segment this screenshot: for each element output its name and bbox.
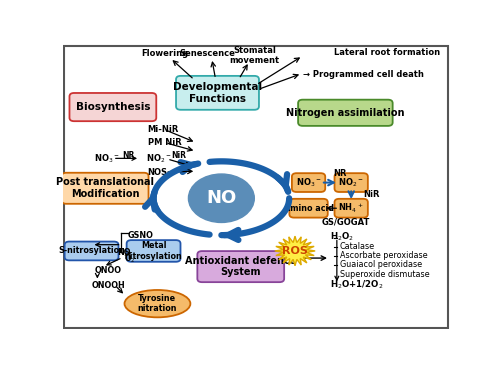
Text: ROS: ROS — [282, 246, 308, 256]
FancyBboxPatch shape — [298, 100, 392, 126]
Text: Flowering: Flowering — [142, 49, 189, 58]
Text: NO$_2$$^-$: NO$_2$$^-$ — [146, 152, 172, 165]
Text: Amino acid: Amino acid — [284, 204, 334, 213]
Text: → Programmed cell death: → Programmed cell death — [303, 70, 424, 79]
Text: GSNO: GSNO — [128, 231, 154, 240]
Text: NO$_2$$^-$: NO$_2$$^-$ — [338, 176, 364, 189]
Text: H$_2$O+1/2O$_2$: H$_2$O+1/2O$_2$ — [330, 279, 384, 292]
FancyBboxPatch shape — [334, 173, 368, 192]
Text: Nitrogen assimilation: Nitrogen assimilation — [286, 108, 405, 118]
Text: Ascorbate peroxidase: Ascorbate peroxidase — [340, 251, 427, 260]
Text: Superoxide dismutase: Superoxide dismutase — [340, 269, 429, 279]
Text: Guaiacol peroxidase: Guaiacol peroxidase — [340, 260, 421, 269]
Text: Catalase: Catalase — [340, 242, 374, 251]
Text: NO$_3$$^-$: NO$_3$$^-$ — [296, 176, 322, 189]
Text: PM NiR: PM NiR — [148, 138, 182, 147]
Text: Lateral root formation: Lateral root formation — [334, 48, 440, 57]
FancyBboxPatch shape — [64, 242, 118, 260]
Text: ONOO: ONOO — [94, 266, 122, 275]
Text: Developmental
Functions: Developmental Functions — [173, 82, 262, 104]
Text: H$_2$O$_2$: H$_2$O$_2$ — [330, 231, 354, 243]
Text: O$_2$$^{.-}$: O$_2$$^{.-}$ — [124, 252, 144, 265]
FancyBboxPatch shape — [62, 173, 148, 204]
Text: NR: NR — [334, 169, 347, 178]
Text: Post translational
Modification: Post translational Modification — [56, 178, 154, 199]
FancyBboxPatch shape — [334, 199, 368, 218]
Text: Senescence: Senescence — [180, 49, 236, 58]
Text: NH$_4$$^+$: NH$_4$$^+$ — [338, 202, 364, 215]
Text: ONOOH: ONOOH — [92, 280, 126, 290]
Text: Tyrosine
nitration: Tyrosine nitration — [138, 294, 177, 313]
Text: S-nitrosylation: S-nitrosylation — [58, 246, 125, 255]
Text: NiR: NiR — [171, 151, 186, 160]
Text: Biosynthesis: Biosynthesis — [76, 102, 150, 112]
Text: Antioxidant defence
System: Antioxidant defence System — [185, 256, 296, 278]
FancyBboxPatch shape — [176, 76, 259, 110]
Text: GS/GOGAT: GS/GOGAT — [322, 217, 370, 226]
Text: NO$_3$$^-$: NO$_3$$^-$ — [94, 152, 120, 165]
Text: NiR: NiR — [363, 190, 380, 199]
Ellipse shape — [124, 290, 190, 317]
Text: NO: NO — [206, 189, 236, 207]
Text: NR: NR — [122, 151, 135, 160]
FancyBboxPatch shape — [290, 199, 328, 218]
Text: Mi-NiR: Mi-NiR — [148, 125, 179, 134]
Circle shape — [188, 174, 254, 222]
Polygon shape — [275, 236, 315, 266]
Text: NO: NO — [117, 248, 130, 258]
Text: NOS: NOS — [148, 168, 168, 176]
FancyBboxPatch shape — [64, 46, 448, 328]
FancyBboxPatch shape — [198, 251, 284, 282]
FancyBboxPatch shape — [126, 240, 180, 262]
Text: Metal
nitrosylation: Metal nitrosylation — [124, 241, 182, 260]
FancyBboxPatch shape — [70, 93, 156, 121]
FancyBboxPatch shape — [292, 173, 325, 192]
Text: Stomatal
movement: Stomatal movement — [229, 46, 280, 65]
